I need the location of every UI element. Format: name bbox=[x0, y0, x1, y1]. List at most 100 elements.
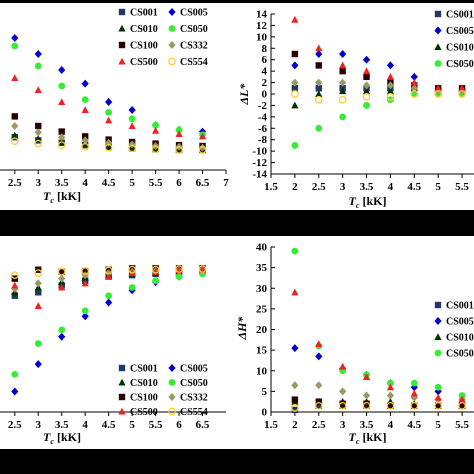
legend-marker bbox=[168, 407, 176, 416]
x-tick-label: 2.5 bbox=[8, 419, 22, 431]
legend-item-cs050: CS050 bbox=[168, 24, 208, 35]
legend-marker bbox=[168, 8, 176, 16]
legend-label: CS554 bbox=[180, 407, 208, 418]
data-point bbox=[386, 401, 395, 410]
data-point bbox=[362, 81, 371, 90]
data-point bbox=[81, 96, 89, 103]
series-cs500 bbox=[11, 74, 207, 140]
legend-marker bbox=[118, 364, 126, 372]
data-point bbox=[291, 288, 299, 296]
legend: CS001 CS005 CS010 CS050 CS100 CS332 CS500 CS554 bbox=[118, 364, 208, 418]
data-point bbox=[386, 383, 395, 391]
x-tick-label: 6 bbox=[176, 177, 182, 189]
legend-label: CS332 bbox=[180, 393, 208, 404]
legend: CS001 CS005 CS010 CS050 bbox=[434, 10, 474, 70]
data-point bbox=[410, 72, 418, 81]
data-point bbox=[105, 272, 113, 280]
x-tick-label: 7 bbox=[223, 177, 229, 189]
chart-panel-1: 2.5 3 3.5 4 4.5 5 5.5 6 6.5 7Tc [kK]CS001 CS005CS0… bbox=[0, 8, 229, 205]
y-axis-label: ΔL* bbox=[237, 83, 251, 106]
data-point bbox=[363, 102, 370, 109]
data-point bbox=[339, 387, 347, 396]
data-point bbox=[338, 95, 347, 104]
data-point bbox=[315, 381, 323, 390]
data-point bbox=[105, 292, 113, 300]
chart-panel-4: 1.5 2 2.5 3 3.5 4 4.5 5 5.5 0 5 10 15 20 25 30 35 40 Tc [k… bbox=[235, 242, 474, 446]
x-tick-label: 5 bbox=[435, 419, 441, 431]
x-tick-label: 4.5 bbox=[407, 181, 421, 193]
y-tick-label: 25 bbox=[256, 303, 268, 315]
y-tick-label: -14 bbox=[252, 169, 267, 181]
legend-item-cs001: CS001 bbox=[118, 8, 158, 19]
y-tick-label: 30 bbox=[256, 283, 268, 295]
data-point bbox=[152, 277, 159, 285]
x-tick-label: 2.5 bbox=[312, 419, 326, 431]
data-point bbox=[175, 126, 183, 134]
data-point bbox=[362, 55, 371, 64]
x-tick-label: 2 bbox=[292, 181, 298, 193]
data-point bbox=[34, 128, 42, 137]
y-tick-label: 15 bbox=[256, 345, 268, 357]
data-point bbox=[291, 61, 299, 70]
data-point bbox=[339, 87, 347, 95]
y-tick-label: 40 bbox=[256, 242, 268, 254]
data-point bbox=[11, 113, 18, 120]
legend-label: CS500 bbox=[130, 57, 158, 68]
data-point bbox=[315, 124, 323, 132]
data-point bbox=[10, 137, 19, 146]
data-point bbox=[291, 344, 299, 353]
data-point bbox=[58, 283, 66, 291]
x-tick-label: 6 bbox=[176, 419, 182, 431]
data-point bbox=[198, 132, 207, 140]
data-point bbox=[314, 95, 323, 104]
y-tick-label: -6 bbox=[258, 123, 268, 135]
legend-item-cs005: CS005 bbox=[168, 8, 208, 19]
x-tick-label: 3.5 bbox=[55, 419, 69, 431]
x-tick-label: 5 bbox=[435, 181, 441, 193]
x-tick-label: 5 bbox=[129, 419, 135, 431]
data-point bbox=[175, 273, 183, 280]
legend-item-cs332: CS332 bbox=[168, 393, 208, 404]
data-point bbox=[175, 146, 183, 154]
data-point bbox=[314, 401, 323, 410]
chart-panel-2: 1.5 2 2.5 3 3.5 4 4.5 5 5.5-14-12-10-8-6-4-20246… bbox=[237, 9, 474, 210]
x-tick-label: 5.5 bbox=[455, 419, 469, 431]
legend-item-cs050: CS050 bbox=[434, 59, 474, 70]
data-point bbox=[34, 279, 42, 288]
legend-marker bbox=[434, 349, 442, 357]
legend: CS001 CS005 CS010 CS050 bbox=[434, 301, 474, 360]
data-point bbox=[315, 90, 323, 97]
data-point bbox=[291, 247, 299, 255]
data-point bbox=[105, 98, 113, 106]
x-tick-label: 1.5 bbox=[264, 419, 278, 431]
data-point bbox=[128, 140, 136, 149]
legend-item-cs010: CS010 bbox=[118, 378, 158, 389]
data-point bbox=[338, 401, 347, 410]
data-point bbox=[434, 383, 442, 391]
data-point bbox=[58, 326, 66, 334]
data-point bbox=[315, 340, 323, 347]
legend-marker bbox=[168, 57, 176, 66]
data-point bbox=[105, 116, 113, 124]
data-point bbox=[410, 389, 418, 397]
legend-marker bbox=[434, 333, 442, 340]
x-tick-label: 4 bbox=[388, 419, 394, 431]
data-point bbox=[81, 142, 90, 151]
y-tick-label: -10 bbox=[252, 146, 267, 158]
data-point bbox=[11, 34, 19, 42]
data-point bbox=[198, 143, 207, 152]
x-tick-label: 4.5 bbox=[102, 419, 116, 431]
data-point bbox=[339, 113, 347, 121]
data-point bbox=[291, 15, 299, 23]
data-point bbox=[58, 66, 66, 74]
legend-label: CS100 bbox=[130, 393, 158, 404]
series-cs100 bbox=[291, 396, 466, 410]
series-cs050 bbox=[291, 90, 466, 149]
data-point bbox=[291, 78, 299, 87]
legend-marker bbox=[118, 24, 126, 32]
legend-label: CS005 bbox=[446, 317, 474, 328]
data-point bbox=[434, 401, 443, 410]
legend-label: CS001 bbox=[130, 8, 158, 19]
data-point bbox=[315, 85, 322, 92]
x-tick-label: 1.5 bbox=[264, 181, 278, 193]
